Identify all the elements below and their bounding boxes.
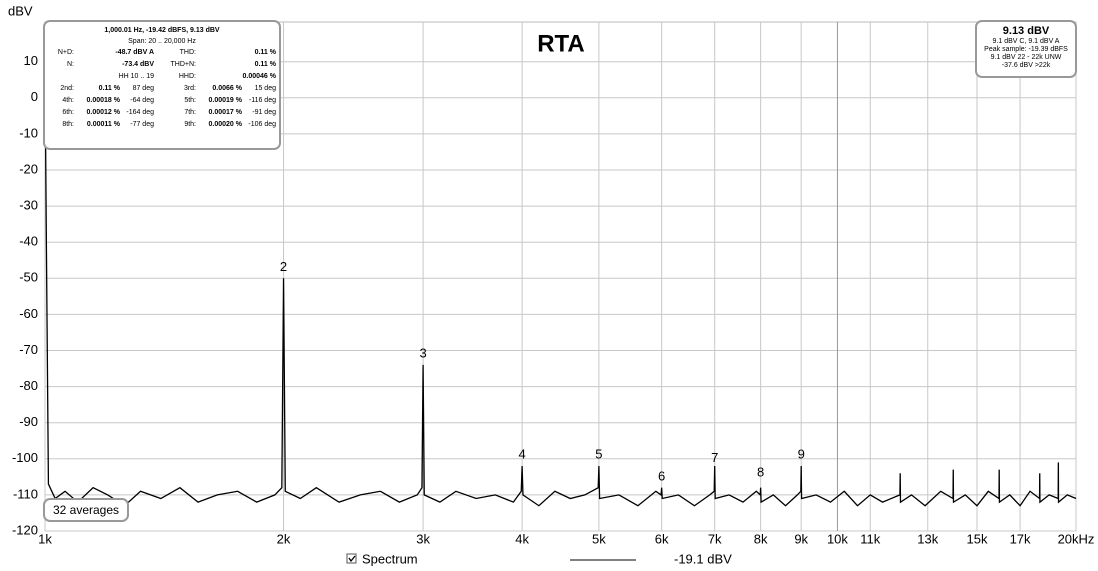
info-cell: 0.11 % xyxy=(254,49,276,56)
info-cell: 7th: xyxy=(184,109,196,116)
info-cell: 4th: xyxy=(62,97,74,104)
y-tick-label: -80 xyxy=(19,378,38,393)
legend-label: Spectrum xyxy=(362,551,418,566)
info-cell: 8th: xyxy=(62,121,74,128)
info-panel: 1,000.01 Hz, -19.42 dBFS, 9.13 dBV Span:… xyxy=(43,20,281,150)
harmonic-label: 3 xyxy=(419,346,426,361)
info-cell: 0.00012 % xyxy=(86,109,120,116)
info-cell: 3rd: xyxy=(183,85,196,92)
harmonic-label: 5 xyxy=(595,447,602,462)
x-tick-label: 11k xyxy=(860,531,880,546)
harmonic-label: 8 xyxy=(757,465,764,480)
info-cell: 0.00019 % xyxy=(208,97,242,104)
info-cell: 2nd: xyxy=(60,85,74,92)
harmonic-label: 7 xyxy=(711,450,718,465)
y-tick-label: -110 xyxy=(13,486,38,501)
y-tick-label: -120 xyxy=(12,522,38,537)
info-cell: N: xyxy=(67,61,74,68)
y-tick-label: -20 xyxy=(19,161,38,176)
x-tick-label: 3k xyxy=(416,531,430,546)
info-cell: 5th: xyxy=(184,97,196,104)
info-cell: -48.7 dBV A xyxy=(115,49,154,56)
info-cell: 9th: xyxy=(184,121,196,128)
level-panel: 9.13 dBV 9.1 dBV C, 9.1 dBV A Peak sample… xyxy=(975,20,1077,78)
level-line: 9.1 dBV 22 - 22k UNW xyxy=(990,54,1062,61)
x-tick-label: 1k xyxy=(38,531,52,546)
x-tick-label: 2k xyxy=(277,531,291,546)
info-cell: 0.11 % xyxy=(254,61,276,68)
x-tick-label: 10k xyxy=(827,531,848,546)
info-cell: 0.00018 % xyxy=(86,97,120,104)
info-cell: 0.11 % xyxy=(98,85,120,92)
info-cell: -91 deg xyxy=(252,109,276,116)
legend-level: -19.1 dBV xyxy=(674,551,732,566)
x-tick-label: 15k xyxy=(967,531,988,546)
info-cell: THD: xyxy=(179,49,196,56)
y-axis-label: dBV xyxy=(8,3,33,18)
y-tick-label: 10 xyxy=(24,53,38,68)
info-cell: -106 deg xyxy=(248,121,276,128)
x-tick-label: 4k xyxy=(515,531,529,546)
x-tick-label: 6k xyxy=(655,531,669,546)
info-cell: -77 deg xyxy=(130,121,154,128)
info-cell: HH 10 .. 19 xyxy=(118,73,154,80)
x-tick-label: 20kHz xyxy=(1058,531,1095,546)
info-cell: -73.4 dBV xyxy=(122,61,154,68)
averages: 32 averages xyxy=(43,498,129,522)
spectrum-line xyxy=(44,65,1077,507)
x-tick-label: 8k xyxy=(754,531,768,546)
info-cell: 0.00020 % xyxy=(208,121,242,128)
legend-checkbox[interactable] xyxy=(346,553,357,564)
info-cell: 15 deg xyxy=(254,85,276,92)
x-tick-label: 5k xyxy=(592,531,606,546)
info-cell: -64 deg xyxy=(130,97,154,104)
level-line: 9.1 dBV C, 9.1 dBV A xyxy=(992,38,1060,45)
info-span: Span: 20 .. 20,000 Hz xyxy=(128,38,196,45)
info-header: 1,000.01 Hz, -19.42 dBFS, 9.13 dBV xyxy=(104,27,220,34)
info-cell: 0.00011 % xyxy=(86,121,120,128)
y-tick-label: -50 xyxy=(19,270,38,285)
y-tick-label: -40 xyxy=(19,234,38,249)
y-tick-label: -100 xyxy=(12,450,38,465)
level-title: 9.13 dBV xyxy=(1002,25,1050,37)
info-cell: 6th: xyxy=(62,109,74,116)
level-line: -37.6 dBV >22k xyxy=(1001,62,1051,69)
info-cell: HHD: xyxy=(178,73,196,80)
info-cell: -164 deg xyxy=(126,109,154,116)
y-tick-label: -60 xyxy=(19,306,38,321)
y-tick-label: -10 xyxy=(19,125,38,140)
y-tick-label: -70 xyxy=(19,342,38,357)
y-tick-label: -90 xyxy=(19,414,38,429)
info-cell: 87 deg xyxy=(132,85,154,92)
harmonic-label: 6 xyxy=(658,468,665,483)
harmonic-label: 9 xyxy=(798,447,805,462)
x-tick-label: 7k xyxy=(708,531,722,546)
info-grid: N+D: -48.7 dBV A THD: 0.11 % N: -73.4 dBV THD+… xyxy=(47,48,277,130)
x-tick-label: 17k xyxy=(1010,531,1031,546)
info-cell: 0.00046 % xyxy=(242,73,276,80)
info-cell: N+D: xyxy=(57,49,74,56)
x-tick-label: 9k xyxy=(794,531,808,546)
info-cell: THD+N: xyxy=(170,61,196,68)
info-cell: 0.00017 % xyxy=(208,109,242,116)
info-cell: -116 deg xyxy=(248,97,276,104)
level-line: Peak sample: -19.39 dBFS xyxy=(984,46,1068,53)
y-tick-label: 0 xyxy=(31,89,38,104)
y-tick-label: -30 xyxy=(19,198,38,213)
checkmark xyxy=(348,555,356,563)
chart-title: RTA xyxy=(537,30,585,57)
x-tick-label: 13k xyxy=(917,531,938,546)
info-cell: 0.0066 % xyxy=(212,85,242,92)
harmonic-label: 2 xyxy=(280,259,287,274)
harmonic-label: 4 xyxy=(518,447,525,462)
